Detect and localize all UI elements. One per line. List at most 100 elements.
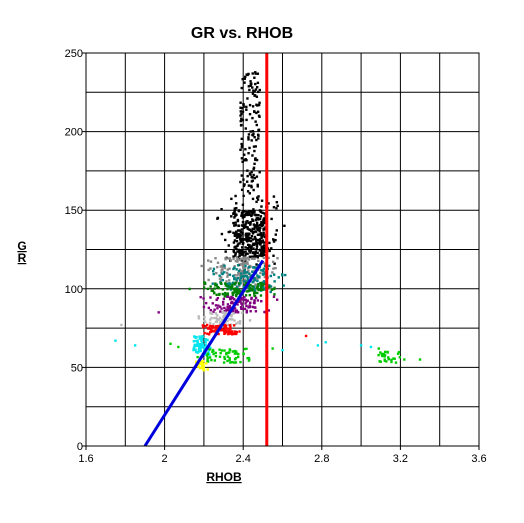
data-point <box>233 361 235 363</box>
data-point <box>256 252 258 254</box>
data-point <box>222 288 224 290</box>
data-point <box>243 280 245 282</box>
data-point <box>242 242 244 244</box>
data-point <box>218 348 220 350</box>
data-point <box>250 240 252 242</box>
data-point <box>244 250 246 252</box>
data-point <box>213 287 215 289</box>
data-point <box>249 130 251 132</box>
data-point <box>225 328 227 330</box>
data-point <box>232 258 234 260</box>
data-point <box>214 359 216 361</box>
data-point <box>237 219 239 221</box>
data-point <box>245 119 247 121</box>
data-point <box>251 176 253 178</box>
data-point <box>274 239 276 241</box>
data-point <box>255 230 257 232</box>
data-point <box>262 232 264 234</box>
data-point <box>212 302 214 304</box>
data-point <box>248 133 250 135</box>
data-point <box>202 363 204 365</box>
data-point <box>254 226 256 228</box>
data-point <box>229 274 231 276</box>
data-point <box>255 241 257 243</box>
y-axis-ticks: 050100150200250 <box>65 48 86 453</box>
data-point <box>207 279 209 281</box>
data-point <box>395 361 397 363</box>
data-point <box>210 327 212 329</box>
data-point <box>225 280 227 282</box>
data-point <box>251 281 253 283</box>
data-point <box>258 171 260 173</box>
data-point <box>247 138 249 140</box>
data-point <box>249 104 251 106</box>
data-point <box>247 290 249 292</box>
data-point <box>223 328 225 330</box>
data-point <box>259 89 261 91</box>
data-point <box>255 297 257 299</box>
data-point <box>255 139 257 141</box>
data-point <box>250 171 252 173</box>
data-point <box>251 230 253 232</box>
data-point <box>222 301 224 303</box>
data-point <box>245 127 247 129</box>
data-point <box>237 311 239 313</box>
data-point <box>403 358 405 360</box>
data-point <box>253 150 255 152</box>
data-point <box>235 230 237 232</box>
data-point <box>219 352 221 354</box>
data-point <box>272 261 274 263</box>
data-point <box>238 233 240 235</box>
data-point <box>390 361 392 363</box>
data-point <box>246 271 248 273</box>
data-point <box>231 332 233 334</box>
data-point <box>232 288 234 290</box>
data-point <box>275 233 277 235</box>
data-point <box>283 225 285 227</box>
data-point <box>272 267 274 269</box>
data-point <box>228 331 230 333</box>
data-point <box>239 322 241 324</box>
x-tick-label: 3.6 <box>471 453 486 465</box>
data-point <box>200 265 202 267</box>
data-point <box>252 247 254 249</box>
data-point <box>255 248 257 250</box>
data-point <box>241 304 243 306</box>
data-point <box>254 254 256 256</box>
data-point <box>209 296 211 298</box>
data-point <box>263 268 265 270</box>
data-point <box>233 319 235 321</box>
data-point <box>273 293 275 295</box>
data-point <box>244 308 246 310</box>
x-axis-label: RHOB <box>206 470 242 484</box>
data-point <box>232 268 234 270</box>
chart-title: GR vs. RHOB <box>191 25 293 42</box>
data-point <box>262 273 264 275</box>
data-point <box>261 235 263 237</box>
data-point <box>253 77 255 79</box>
data-point <box>193 347 195 349</box>
data-point <box>257 260 259 262</box>
data-point <box>240 240 242 242</box>
data-point <box>242 221 244 223</box>
data-point <box>234 290 236 292</box>
data-point <box>232 297 234 299</box>
data-point <box>276 257 278 259</box>
data-point <box>248 239 250 241</box>
data-point <box>257 82 259 84</box>
data-point <box>261 248 263 250</box>
data-point <box>383 355 385 357</box>
data-point <box>268 242 270 244</box>
data-point <box>256 124 258 126</box>
data-point <box>244 78 246 80</box>
data-point <box>209 285 211 287</box>
data-point <box>158 311 160 313</box>
data-point <box>203 320 205 322</box>
data-point <box>209 331 211 333</box>
data-point <box>216 318 218 320</box>
data-point <box>215 352 217 354</box>
data-point <box>210 359 212 361</box>
data-point <box>225 353 227 355</box>
data-point <box>246 169 248 171</box>
